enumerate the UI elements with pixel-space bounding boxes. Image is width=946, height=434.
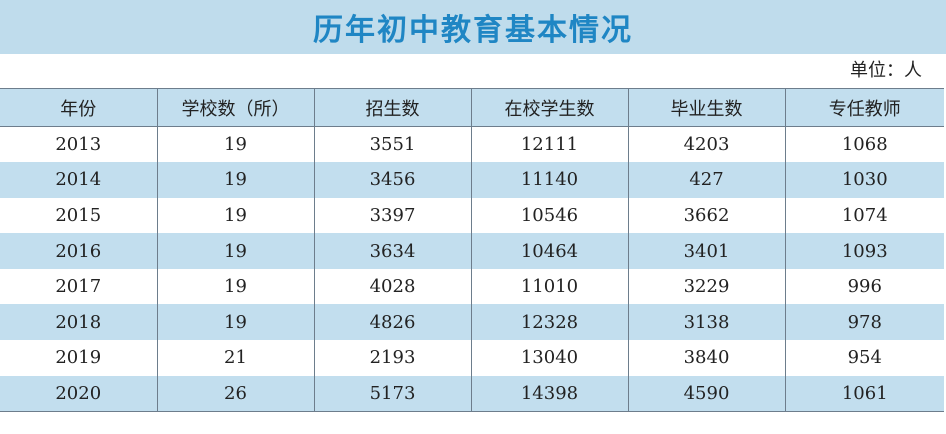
cell-enrollment: 2193 [314,340,472,376]
cell-students: 10546 [471,197,629,234]
cell-teachers: 978 [847,311,882,333]
cell-students: 12111 [471,126,629,163]
cell-graduates: 427 [628,162,786,198]
cell-students: 14398 [471,375,629,412]
cell-students: 13040 [471,340,629,376]
cell-schools: 26 [157,375,315,412]
cell-enrollment: 3634 [314,233,472,269]
table-row: 2013 19 3551 12111 4203 1068 [0,126,944,163]
cell-schools: 19 [157,233,315,269]
cell-teachers: 1061 [785,375,944,412]
cell-graduates: 3662 [628,197,786,234]
cell-schools: 19 [157,126,315,163]
cell-graduates: 3138 [628,304,786,341]
cell-year: 2013 [0,126,158,163]
cell-students: 12328 [471,304,629,341]
header-teachers: 专任教师 [785,88,944,127]
cell-teachers: 1068 [841,134,888,156]
table-row: 2016 19 3634 10464 3401 1093 [0,233,944,269]
header-year: 年份 [0,88,158,127]
cell-year: 2018 [0,304,158,341]
cell-year: 2017 [0,268,158,305]
table-row: 2018 19 4826 12328 3138 978 [0,304,944,341]
cell-schools: 19 [157,197,315,234]
table-row: 2020 26 5173 14398 4590 1061 [0,375,944,412]
cell-students: 11140 [471,162,629,198]
cell-year: 2019 [0,340,158,376]
table-row: 2019 21 2193 13040 3840 954 [0,340,944,376]
header-students: 在校学生数 [471,88,629,127]
table-row: 2015 19 3397 10546 3662 1074 [0,197,944,234]
cell-year: 2020 [0,375,158,412]
cell-enrollment: 4028 [314,268,472,305]
cell-students: 10464 [471,233,629,269]
cell-enrollment: 4826 [314,304,472,341]
header-row: 年份 学校数（所） 招生数 在校学生数 毕业生数 专任教师 [0,88,944,127]
cell-schools: 19 [157,268,315,305]
cell-enrollment: 3456 [314,162,472,198]
cell-teachers: 954 [847,347,882,369]
cell-graduates: 3840 [628,340,786,376]
cell-schools: 19 [157,162,315,198]
page-title: 历年初中教育基本情况 [313,13,633,48]
cell-schools: 21 [157,340,315,376]
cell-teachers: 1093 [841,240,888,262]
data-table: 年份 学校数（所） 招生数 在校学生数 毕业生数 专任教师 2013 19 35… [0,88,944,412]
cell-teachers: 996 [847,276,882,298]
cell-graduates: 4203 [628,126,786,163]
header-enrollment: 招生数 [314,88,472,127]
cell-students: 11010 [471,268,629,305]
table-row: 2017 19 4028 11010 3229 996 [0,268,944,305]
cell-enrollment: 3551 [314,126,472,163]
cell-teachers: 1030 [841,169,888,191]
cell-year: 2016 [0,233,158,269]
cell-teachers: 1074 [841,204,888,226]
cell-year: 2014 [0,162,158,198]
cell-graduates: 3229 [628,268,786,305]
cell-graduates: 3401 [628,233,786,269]
cell-graduates: 4590 [628,375,786,412]
unit-label: 单位：人 [850,60,922,81]
cell-enrollment: 5173 [314,375,472,412]
cell-year: 2015 [0,197,158,234]
header-graduates: 毕业生数 [628,88,786,127]
cell-schools: 19 [157,304,315,341]
header-schools: 学校数（所） [157,88,315,127]
title-bar: 历年初中教育基本情况 [0,0,946,54]
cell-enrollment: 3397 [314,197,472,234]
table-row: 2014 19 3456 11140 427 1030 [0,162,944,198]
